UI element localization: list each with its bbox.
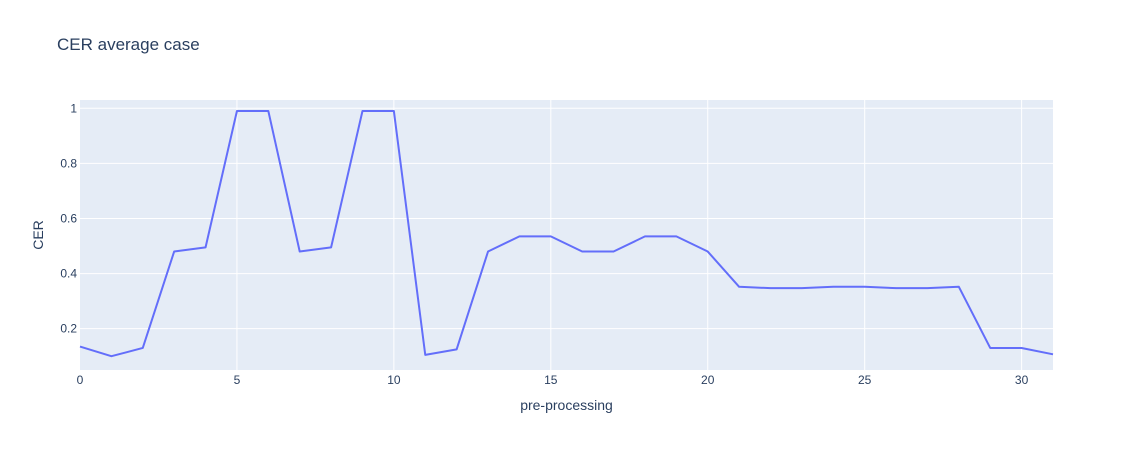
y-axis-ticks: 0.2 0.4 0.6 0.8 1 [60, 101, 77, 335]
x-tick-label: 25 [858, 373, 872, 387]
x-tick-label: 5 [234, 373, 241, 387]
plot-area [80, 100, 1053, 370]
y-axis-title: CER [30, 220, 46, 250]
series-layer [79, 110, 1054, 358]
x-axis-title: pre-processing [520, 397, 613, 413]
x-tick-label: 10 [387, 373, 401, 387]
x-tick-label: 20 [701, 373, 715, 387]
x-axis-ticks: 0 5 10 15 20 25 30 [77, 373, 1029, 387]
y-tick-label: 1 [70, 101, 77, 115]
x-tick-label: 30 [1015, 373, 1029, 387]
y-tick-label: 0.4 [60, 267, 77, 281]
x-tick-label: 15 [544, 373, 558, 387]
x-tick-label: 0 [77, 373, 84, 387]
series-line [79, 110, 1054, 358]
y-tick-label: 0.8 [60, 156, 77, 170]
y-tick-label: 0.6 [60, 211, 77, 225]
y-tick-label: 0.2 [60, 322, 77, 336]
grid [80, 100, 1053, 370]
chart-title: CER average case [57, 35, 200, 54]
